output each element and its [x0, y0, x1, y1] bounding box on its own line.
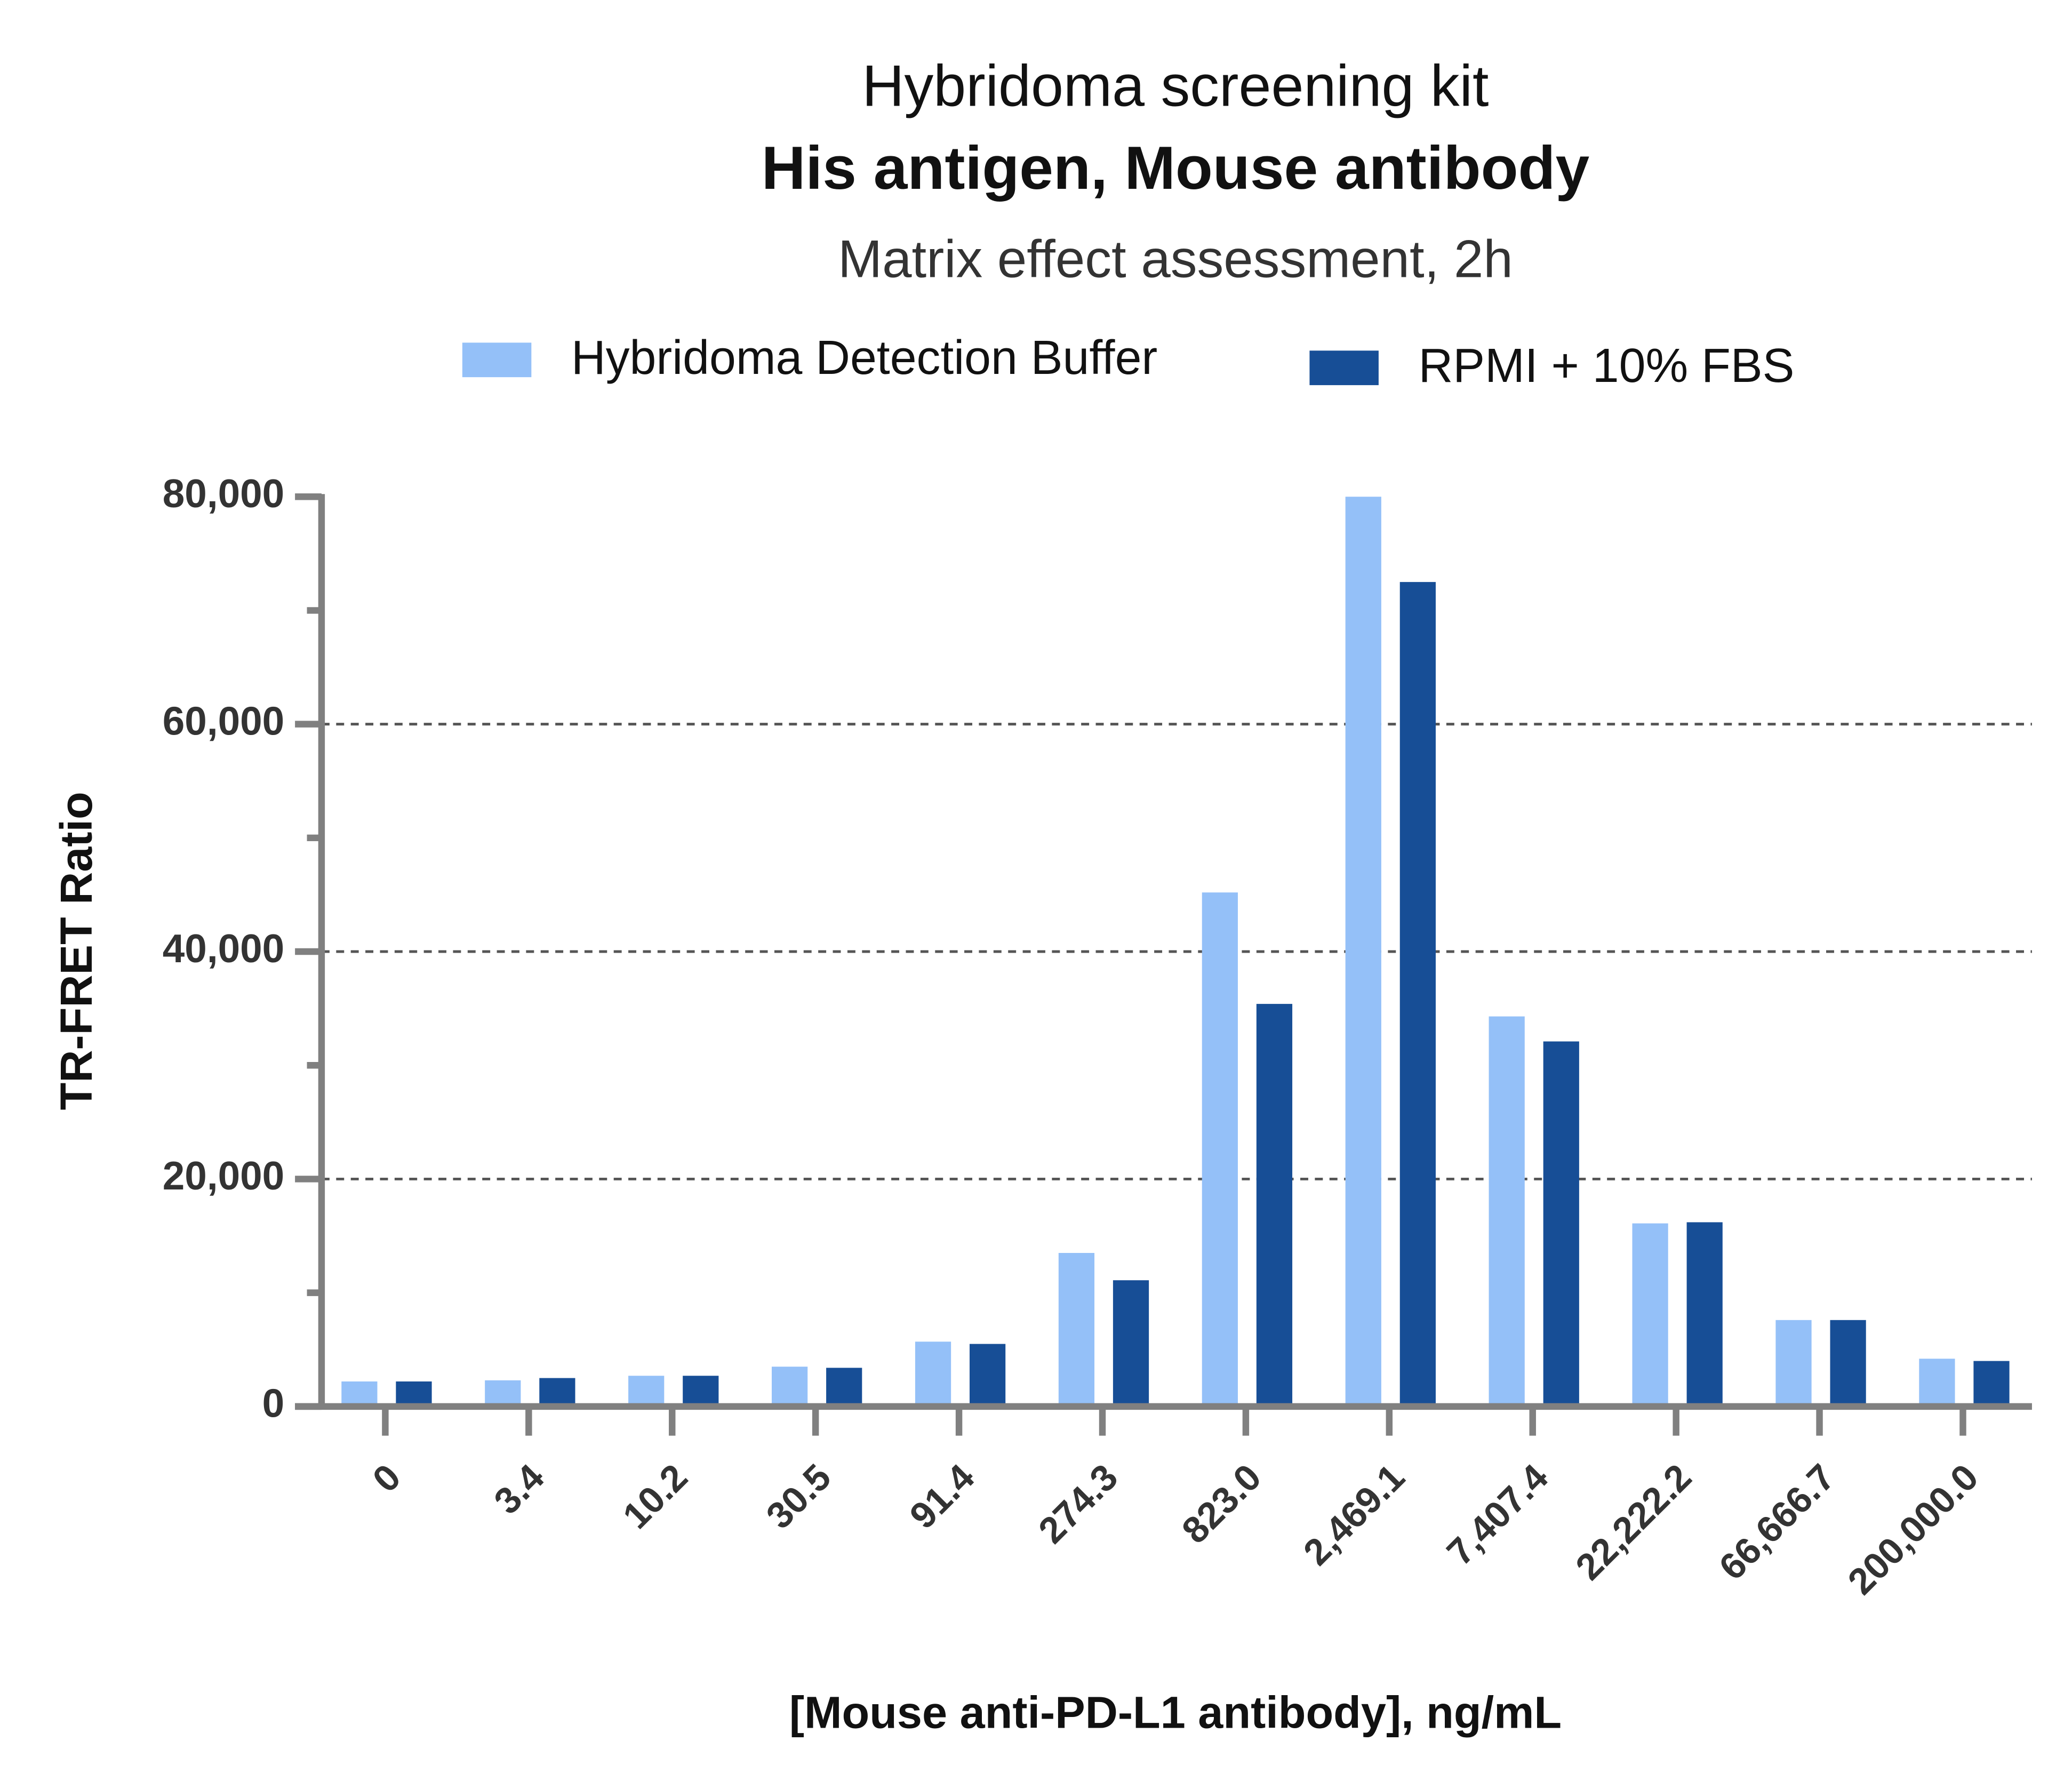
- x-tick-label: 7,407.4: [1439, 1456, 1556, 1574]
- x-tick-label: 30.5: [758, 1456, 839, 1537]
- x-tick-label: 0: [364, 1456, 409, 1500]
- chart-title: Hybridoma screening kit: [862, 53, 1489, 118]
- bar: [396, 1381, 432, 1407]
- bar: [628, 1376, 665, 1407]
- bar: [1632, 1223, 1668, 1407]
- bar: [485, 1380, 521, 1407]
- bar: [1686, 1222, 1723, 1407]
- y-axis-label: TR-FRET Ratio: [51, 792, 101, 1110]
- x-tick-label: 66,666.7: [1711, 1456, 1843, 1588]
- bar: [1256, 1004, 1293, 1407]
- y-tick-label: 0: [262, 1381, 285, 1426]
- bar: [1058, 1253, 1095, 1407]
- legend-label: Hybridoma Detection Buffer: [571, 331, 1157, 384]
- bar: [915, 1341, 951, 1407]
- y-tick-label: 20,000: [163, 1153, 284, 1198]
- x-tick-label: 22,222.2: [1567, 1456, 1699, 1588]
- chart-subtitle: His antigen, Mouse antibody: [762, 134, 1590, 202]
- legend-swatch: [1309, 350, 1379, 386]
- chart-caption: Matrix effect assessment, 2h: [838, 229, 1513, 289]
- bar: [1345, 497, 1381, 1407]
- x-tick-label: 2,469.1: [1295, 1456, 1413, 1574]
- bar: [1830, 1320, 1866, 1407]
- x-tick-label: 91.4: [902, 1456, 982, 1537]
- legend-label: RPMI + 10% FBS: [1419, 339, 1795, 392]
- bar: [1919, 1359, 1955, 1407]
- bar: [826, 1368, 862, 1407]
- bar: [1489, 1016, 1525, 1407]
- legend-swatch: [462, 342, 532, 378]
- bar: [772, 1367, 808, 1407]
- x-tick-label: 200,000.0: [1840, 1456, 1986, 1602]
- bar: [1775, 1320, 1812, 1407]
- x-tick-label: 274.3: [1030, 1456, 1126, 1552]
- x-axis-label: [Mouse anti-PD-L1 antibody], ng/mL: [789, 1687, 1562, 1737]
- bar: [1202, 892, 1238, 1407]
- x-tick-label: 3.4: [486, 1456, 552, 1522]
- y-tick-label: 60,000: [163, 698, 284, 743]
- bar: [341, 1381, 378, 1407]
- bar: [1399, 582, 1436, 1407]
- x-tick-label: 823.0: [1174, 1456, 1269, 1552]
- bar: [1543, 1041, 1579, 1407]
- bar: [539, 1378, 575, 1407]
- bar: [1973, 1361, 2010, 1407]
- bar: [970, 1344, 1006, 1407]
- y-tick-label: 80,000: [163, 471, 284, 516]
- y-tick-label: 40,000: [163, 926, 284, 971]
- bar: [683, 1376, 719, 1407]
- x-tick-label: 10.2: [615, 1456, 695, 1537]
- bar: [1113, 1280, 1149, 1407]
